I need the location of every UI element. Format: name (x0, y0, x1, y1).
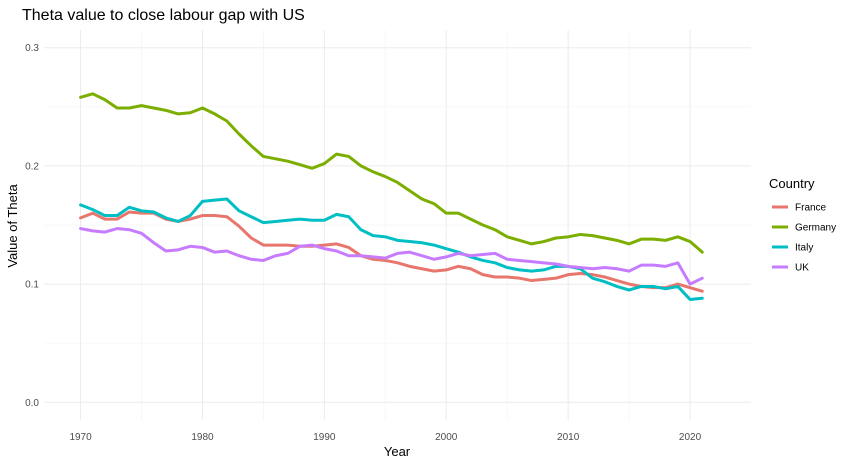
x-tick-label: 2020 (679, 432, 702, 443)
x-tick-label: 1980 (191, 432, 214, 443)
y-tick-label: 0.3 (25, 43, 39, 54)
x-axis-ticks: 1970 1980 1990 2000 2010 2020 (69, 432, 701, 443)
x-tick-label: 1970 (69, 432, 92, 443)
x-tick-label: 1990 (313, 432, 336, 443)
y-tick-label: 0.0 (25, 398, 39, 409)
legend-label-uk: UK (795, 263, 809, 274)
legend-title: Country (769, 176, 815, 191)
legend: Country France Germany Italy UK (769, 176, 836, 274)
series-line-france (79, 210, 704, 293)
series-lines (79, 92, 704, 301)
grid-major (44, 30, 751, 420)
legend-label-france: France (795, 203, 827, 214)
series-line-italy (79, 197, 704, 301)
y-axis-title: Value of Theta (5, 184, 20, 268)
legend-label-italy: Italy (795, 243, 813, 254)
legend-items: France Germany Italy UK (772, 203, 836, 274)
x-tick-label: 2000 (435, 432, 458, 443)
x-tick-label: 2010 (557, 432, 580, 443)
y-axis-ticks: 0.0 0.1 0.2 0.3 (25, 43, 39, 409)
series-line-germany (79, 92, 704, 254)
x-axis-title: Year (384, 444, 411, 459)
legend-label-germany: Germany (795, 223, 836, 234)
series-line-uk (79, 227, 704, 286)
grid-minor (44, 30, 751, 420)
y-tick-label: 0.2 (25, 161, 39, 172)
chart-title: Theta value to close labour gap with US (22, 7, 305, 24)
y-tick-label: 0.1 (25, 280, 39, 291)
